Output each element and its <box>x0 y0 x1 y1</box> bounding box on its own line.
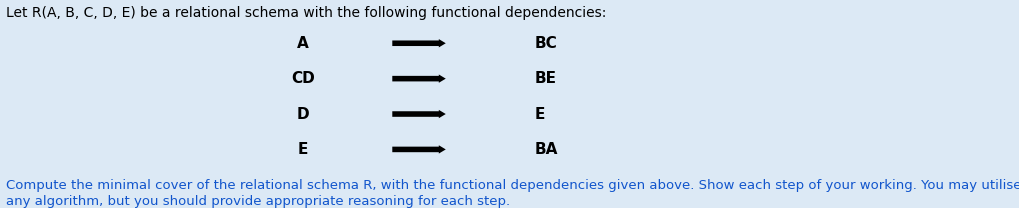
Text: CD: CD <box>291 71 315 86</box>
Text: BC: BC <box>535 36 557 51</box>
Text: BA: BA <box>535 142 558 157</box>
Text: E: E <box>298 142 308 157</box>
Text: BE: BE <box>535 71 557 86</box>
Text: Let R(A, B, C, D, E) be a relational schema with the following functional depend: Let R(A, B, C, D, E) be a relational sch… <box>6 6 606 20</box>
Text: A: A <box>298 36 309 51</box>
Text: Compute the minimal cover of the relational schema R, with the functional depend: Compute the minimal cover of the relatio… <box>6 179 1019 192</box>
Text: D: D <box>297 106 310 121</box>
Text: any algorithm, but you should provide appropriate reasoning for each step.: any algorithm, but you should provide ap… <box>6 195 511 208</box>
Text: E: E <box>535 106 545 121</box>
